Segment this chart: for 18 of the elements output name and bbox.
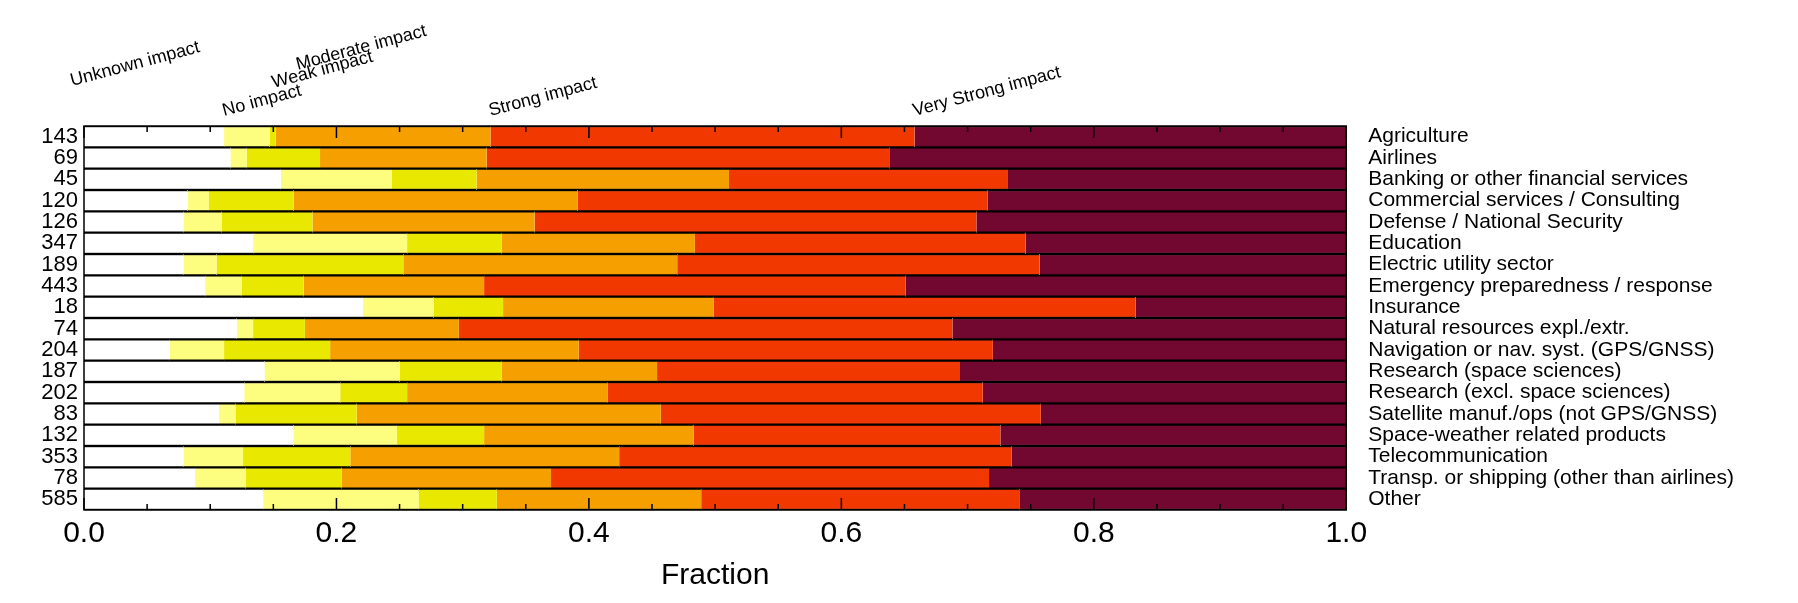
x-tick-label: 0.4 bbox=[568, 515, 610, 549]
x-tick-label: 1.0 bbox=[1325, 515, 1368, 549]
x-tick-label: 0.8 bbox=[1072, 515, 1115, 549]
y-tick-label: Banking or other financial services bbox=[1368, 166, 1689, 190]
x-tick-label: 0.0 bbox=[63, 515, 105, 549]
y-tick-label: Other bbox=[1368, 486, 1421, 510]
text: Unknown impact bbox=[67, 36, 202, 90]
y-tick-label: Defense / National Security bbox=[1368, 208, 1624, 232]
x-tick-label: 0.2 bbox=[315, 515, 358, 549]
y-tick-label: Transp. or shipping (other than airlines) bbox=[1368, 464, 1735, 488]
y-tick-label: Natural resources expl./extr. bbox=[1368, 315, 1630, 339]
y-tick-label: Agriculture bbox=[1368, 123, 1469, 147]
x-axis-title: Fraction bbox=[660, 557, 770, 591]
text: Very Strong impact bbox=[910, 61, 1063, 120]
y-tick-label: Education bbox=[1368, 230, 1462, 254]
x-tick-label: 0.6 bbox=[820, 515, 863, 549]
text: Strong impact bbox=[486, 71, 599, 120]
y-tick-label: Electric utility sector bbox=[1368, 251, 1554, 275]
